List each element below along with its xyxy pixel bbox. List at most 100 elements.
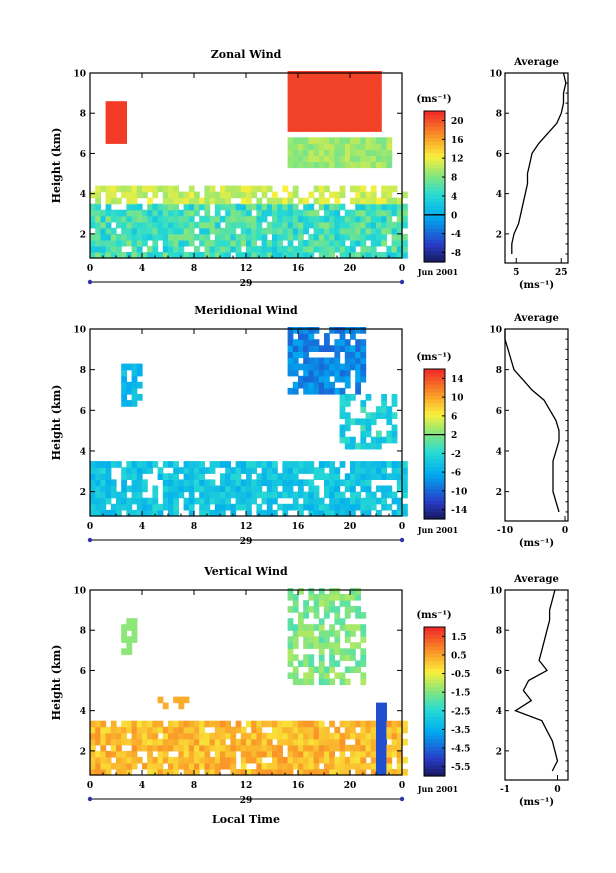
heatmap-cell <box>339 624 346 631</box>
heatmap-cell <box>251 221 257 229</box>
heatmap-cell <box>272 726 278 734</box>
heatmap-cell <box>313 71 320 78</box>
x-tick-label: 0 <box>87 264 93 274</box>
heatmap-cell <box>313 77 320 84</box>
colorbar-tick-label: 2 <box>451 431 457 441</box>
colorbar-tick-label: 8 <box>451 174 457 184</box>
heatmap-cell <box>381 203 387 211</box>
heatmap-cell <box>246 769 252 776</box>
heatmap-cell <box>402 461 408 468</box>
heatmap-cell <box>131 209 138 217</box>
colorbar-segment <box>424 190 445 195</box>
heatmap-cell <box>292 233 299 241</box>
colorbar-segment <box>424 451 445 456</box>
heatmap-cell <box>396 473 403 480</box>
heatmap-cell <box>116 239 122 247</box>
heatmap-cell <box>329 606 335 613</box>
heatmap-cell <box>329 756 335 764</box>
heatmap-cell <box>230 769 237 776</box>
heatmap-cell <box>188 744 195 752</box>
heatmap-cell <box>298 750 304 758</box>
heatmap-cell <box>355 756 361 764</box>
heatmap-cell <box>157 509 164 517</box>
heatmap-cell <box>266 473 273 480</box>
heatmap-cell <box>225 491 231 499</box>
heatmap-cell <box>318 155 325 162</box>
heatmap-cell <box>157 769 164 776</box>
heatmap-cell <box>292 762 299 770</box>
heatmap-cell <box>246 215 252 223</box>
heatmap-cell <box>287 624 294 631</box>
heatmap-cell <box>214 227 221 235</box>
heatmap-cell <box>100 491 107 499</box>
heatmap-cell <box>183 756 190 764</box>
heatmap-cell <box>339 430 346 438</box>
heatmap-cell <box>152 245 159 253</box>
heatmap-cell <box>313 345 320 352</box>
heatmap-cell <box>365 203 372 211</box>
heatmap-cell <box>318 113 325 120</box>
heatmap-cell <box>230 209 237 217</box>
heatmap-cell <box>100 233 107 241</box>
heatmap-cell <box>287 461 294 468</box>
colorbar-tick-label: -4.5 <box>451 745 470 755</box>
heatmap-cell <box>261 203 268 211</box>
heatmap-cell <box>173 191 179 199</box>
heatmap-cell <box>313 756 320 764</box>
colorbar-segment <box>424 709 445 714</box>
heatmap-cell <box>386 412 393 419</box>
heatmap-cell <box>225 209 231 217</box>
heatmap-cell <box>95 769 101 776</box>
heatmap-cell <box>105 119 112 126</box>
heatmap-cell <box>376 436 382 444</box>
heatmap-cell <box>235 485 242 493</box>
colorbar-segment <box>424 369 445 374</box>
heatmap-cell <box>246 509 252 517</box>
heatmap-cell <box>350 479 356 487</box>
heatmap-cell <box>90 461 96 468</box>
heatmap-cell <box>355 769 361 776</box>
heatmap-cell <box>131 381 138 389</box>
heatmap-cell <box>292 381 299 389</box>
heatmap-cell <box>173 497 179 505</box>
heatmap-cell <box>287 726 294 734</box>
heatmap-cell <box>256 233 263 241</box>
heatmap-cell <box>277 227 283 235</box>
heatmap-cell <box>100 720 107 728</box>
heatmap-cell <box>344 161 351 169</box>
heatmap-cell <box>251 252 257 259</box>
heatmap-cell <box>350 503 356 511</box>
y-tick-label: 8 <box>80 366 86 376</box>
heatmap-cell <box>365 412 372 419</box>
colorbar-segment <box>424 231 445 237</box>
heatmap-cell <box>287 387 294 395</box>
heatmap-cell <box>287 252 294 259</box>
heatmap-cell <box>303 149 309 156</box>
heatmap-cell <box>121 491 127 499</box>
heatmap-cell <box>318 233 325 241</box>
heatmap-cell <box>308 143 315 150</box>
heatmap-cell <box>152 227 159 235</box>
heatmap-cell <box>292 606 299 613</box>
heatmap-cell <box>298 351 304 359</box>
heatmap-cell <box>360 252 367 259</box>
heatmap-cell <box>287 143 294 150</box>
heatmap-cell <box>350 726 356 734</box>
heatmap-cell <box>230 738 237 746</box>
heatmap-cell <box>199 756 205 764</box>
heatmap-cell <box>329 357 335 365</box>
heatmap-cell <box>386 436 393 444</box>
heatmap-cell <box>344 357 351 365</box>
heatmap-cell <box>360 756 367 764</box>
heatmap-cell <box>360 209 367 217</box>
heatmap-cell <box>318 461 325 468</box>
heatmap-cell <box>391 720 398 728</box>
heatmap-cell <box>303 642 309 649</box>
day-bar-end <box>399 279 405 285</box>
heatmap-cell <box>402 473 408 480</box>
heatmap-cell <box>339 618 346 625</box>
day-bar-start <box>87 537 93 543</box>
heatmap-cell <box>329 89 335 96</box>
heatmap-cell <box>339 363 346 371</box>
heatmap-cell <box>183 227 190 235</box>
